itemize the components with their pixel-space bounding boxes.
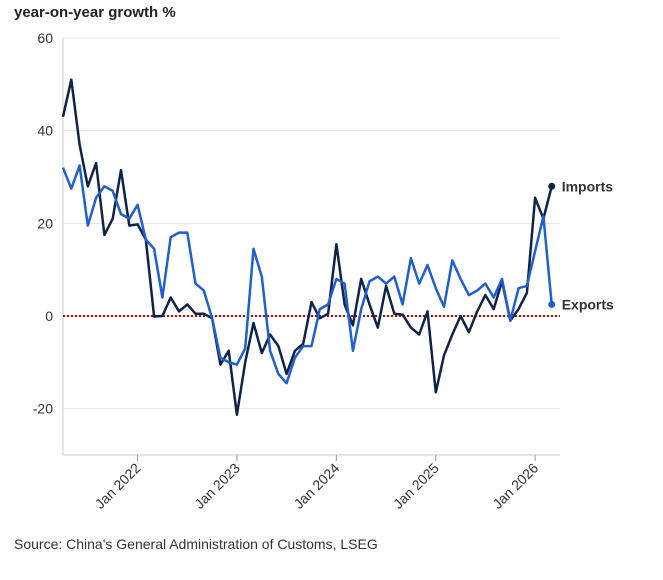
x-tick-label: Jan 2025 xyxy=(390,460,442,512)
x-tick-label: Jan 2024 xyxy=(290,460,342,512)
y-tick-label: 0 xyxy=(45,308,53,324)
source-note: Source: China's General Administration o… xyxy=(14,536,378,552)
x-tick-label: Jan 2022 xyxy=(92,460,144,512)
x-tick-label: Jan 2026 xyxy=(489,460,541,512)
series-line xyxy=(61,78,553,416)
y-tick-label: 40 xyxy=(37,123,53,139)
y-tick-label: -20 xyxy=(33,401,53,417)
end-marker xyxy=(548,300,556,308)
series-line xyxy=(61,164,553,385)
series-label: Imports xyxy=(562,178,614,194)
end-marker xyxy=(548,182,556,190)
x-tick-label: Jan 2023 xyxy=(191,460,243,512)
y-tick-label: 60 xyxy=(37,30,53,46)
y-tick-label: 20 xyxy=(37,215,53,231)
series-label: Exports xyxy=(562,296,614,312)
chart-title: year-on-year growth % xyxy=(14,4,176,21)
